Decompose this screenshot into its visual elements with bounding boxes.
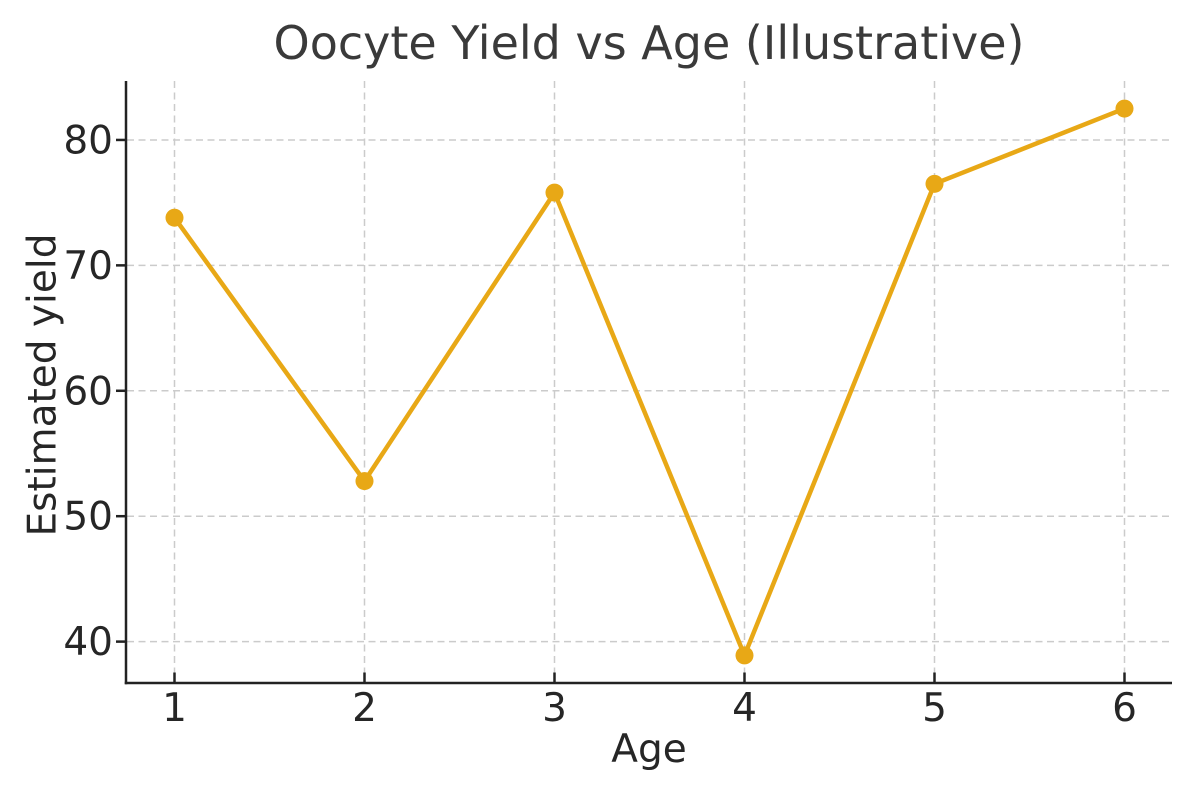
series-line [172, 106, 1126, 658]
x-tick-label: 4 [732, 686, 757, 731]
y-tick-label: 40 [63, 620, 113, 665]
data-point [1115, 99, 1134, 118]
data-point [925, 174, 944, 193]
y-tick-label: 60 [63, 369, 113, 414]
data-point [355, 472, 374, 491]
y-tick-label: 80 [63, 118, 113, 163]
x-tick-label: 5 [922, 686, 947, 731]
data-point [545, 183, 564, 202]
data-point [735, 646, 754, 665]
x-tick-label: 2 [352, 686, 377, 731]
y-tick-label: 70 [63, 244, 113, 289]
x-axis-label: Age [611, 727, 687, 772]
x-tick-label: 1 [162, 686, 187, 731]
data-point [165, 208, 184, 227]
y-tick-label: 50 [63, 495, 113, 540]
x-tick-label: 6 [1112, 686, 1137, 731]
x-tick-label: 3 [542, 686, 567, 731]
chart-title: Oocyte Yield vs Age (Illustrative) [273, 16, 1025, 70]
